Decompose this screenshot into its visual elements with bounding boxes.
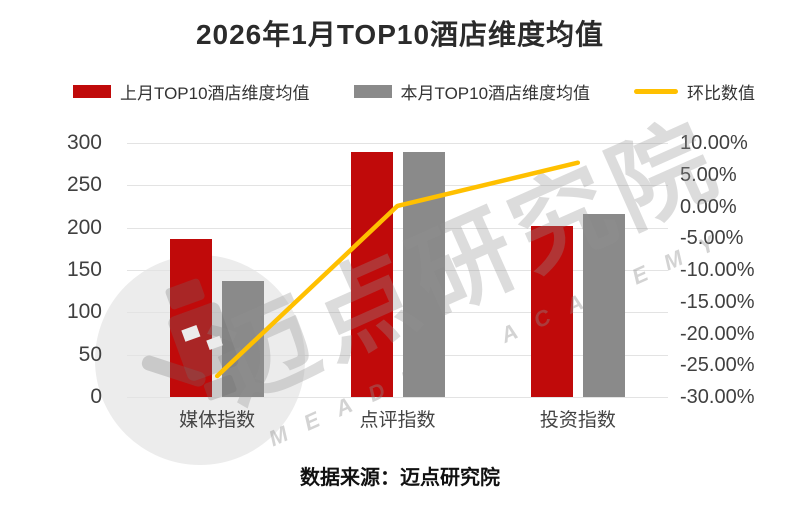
category-label-1: 点评指数: [359, 410, 436, 431]
left-tick-5: 50: [78, 342, 102, 366]
gridline: [127, 143, 668, 144]
mom-line: [214, 160, 581, 379]
left-tick-3: 150: [66, 258, 102, 281]
left-tick-4: 100: [66, 300, 102, 324]
right-tick-8: -30.00%: [680, 386, 755, 408]
category-label-0: 媒体指数: [179, 410, 256, 431]
right-tick-5: -15.00%: [680, 290, 755, 313]
plot-area: [127, 143, 668, 398]
legend: 上月TOP10酒店维度均值 本月TOP10酒店维度均值 环比数值: [73, 79, 755, 104]
legend-swatch-1: [353, 85, 392, 98]
bar-series1-cat1: [402, 151, 445, 397]
data-source: 数据来源：迈点研究院: [300, 467, 500, 489]
left-axis: 300 250 200 150 100 50 0: [38, 0, 114, 512]
x-axis: 媒体指数 点评指数 投资指数: [127, 405, 668, 433]
bar-series0-cat1: [350, 151, 393, 397]
gridline: [127, 354, 668, 356]
left-tick-2: 200: [66, 215, 102, 239]
left-tick-6: 0: [90, 385, 102, 408]
bar-series0-cat2: [530, 226, 573, 397]
bar-series1-cat2: [582, 214, 625, 397]
legend-item-1[interactable]: 本月TOP10酒店维度均值: [353, 79, 591, 104]
bar-series0-cat0: [170, 238, 213, 397]
left-tick-1: 250: [66, 173, 102, 197]
right-tick-3: -5.00%: [680, 227, 744, 250]
right-axis: 10.00% 5.00% 0.00% -5.00% -10.00% -15.00% -20.…: [680, 0, 795, 512]
legend-label-1: 本月TOP10酒店维度均值: [400, 84, 591, 103]
category-label-2: 投资指数: [539, 410, 616, 431]
gridline: [127, 397, 668, 398]
gridline: [127, 227, 668, 229]
gridline: [127, 312, 668, 314]
right-tick-7: -25.00%: [680, 354, 755, 377]
legend-swatch-0: [73, 85, 111, 98]
left-tick-0: 300: [66, 131, 102, 154]
legend-swatch-2: [634, 89, 678, 94]
gridline: [127, 185, 668, 187]
legend-item-2[interactable]: 环比数值: [634, 79, 755, 104]
right-tick-2: 0.00%: [680, 195, 737, 218]
chart-title: 2026年1月TOP10酒店维度均值: [195, 19, 605, 50]
right-tick-6: -20.00%: [680, 322, 755, 345]
legend-label-2: 环比数值: [687, 84, 755, 103]
right-tick-1: 5.00%: [680, 163, 737, 186]
legend-item-0[interactable]: 上月TOP10酒店维度均值: [73, 79, 310, 104]
legend-label-0: 上月TOP10酒店维度均值: [120, 84, 310, 103]
mom-line-layer: [214, 160, 581, 379]
right-tick-0: 10.00%: [680, 132, 748, 154]
gridline: [127, 270, 668, 271]
right-tick-4: -10.00%: [680, 259, 755, 281]
